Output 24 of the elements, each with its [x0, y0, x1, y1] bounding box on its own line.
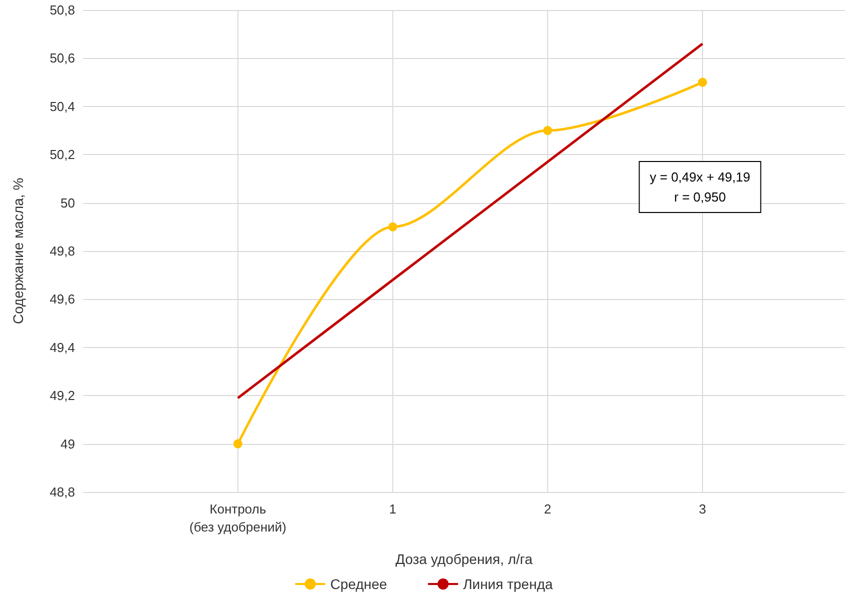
point — [233, 439, 242, 448]
legend-label: Линия тренда — [463, 576, 553, 592]
x-axis-title: Доза удобрения, л/га — [396, 551, 533, 567]
y-tick-label: 49,2 — [50, 388, 75, 404]
x-tick-label: 2 — [544, 502, 552, 516]
point — [698, 78, 708, 87]
x-tick-label: 1 — [389, 502, 396, 516]
y-tick-label: 50,4 — [50, 98, 75, 114]
annotation: y = 0,49x + 49,19 r = 0,950 — [650, 170, 750, 204]
y-axis-title: Содержание масла, % — [10, 178, 26, 324]
x-tick-label: 3 — [698, 502, 706, 516]
x-tick-label: Контроль (без удобрений) — [189, 502, 286, 534]
y-tick-label: 49 — [60, 436, 75, 452]
point — [388, 222, 398, 232]
y-tick-label: 49,4 — [50, 340, 75, 355]
y-tick-label: 50,6 — [50, 50, 75, 66]
y-tick-label: 49,8 — [50, 244, 75, 258]
legend-label: Среднее — [330, 576, 388, 592]
y-tick-label: 50,2 — [50, 147, 75, 162]
point — [543, 126, 552, 135]
y-tick-label: 50 — [60, 195, 75, 210]
y-tick-label: 48,8 — [50, 484, 75, 500]
y-tick-label: 50,8 — [50, 2, 75, 18]
y-tick-label: 49,6 — [50, 292, 75, 307]
